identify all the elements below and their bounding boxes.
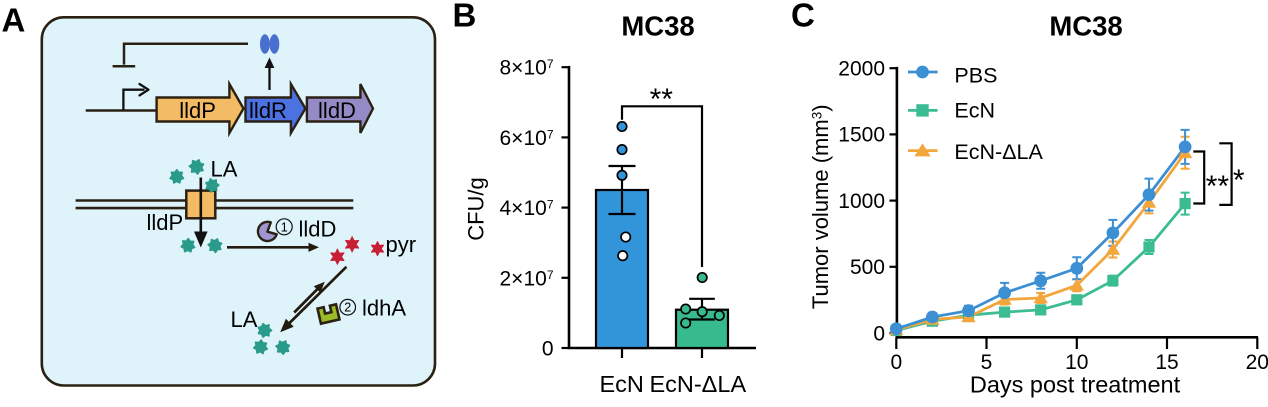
svg-text:EcN: EcN <box>599 371 643 397</box>
svg-text:ldhA: ldhA <box>362 296 406 321</box>
svg-text:LA: LA <box>231 307 258 332</box>
svg-text:lldP: lldP <box>179 98 216 123</box>
svg-text:EcN-ΔLA: EcN-ΔLA <box>649 371 746 397</box>
svg-text:*: * <box>1233 164 1245 197</box>
svg-text:**: ** <box>1206 170 1230 203</box>
svg-text:0: 0 <box>890 351 902 374</box>
svg-text:EcN-ΔLA: EcN-ΔLA <box>954 140 1043 164</box>
svg-text:lldD: lldD <box>318 98 356 123</box>
svg-text:10: 10 <box>1065 351 1088 374</box>
svg-text:6×107: 6×107 <box>500 127 554 150</box>
svg-text:PBS: PBS <box>954 63 997 87</box>
svg-text:lldR: lldR <box>249 98 287 123</box>
svg-text:8×107: 8×107 <box>500 57 554 80</box>
svg-text:A: A <box>2 1 26 38</box>
svg-text:**: ** <box>650 83 674 116</box>
svg-text:lldP: lldP <box>147 210 184 235</box>
svg-text:5: 5 <box>981 351 993 374</box>
svg-text:lldD: lldD <box>299 217 337 242</box>
svg-text:Tumor volume (mm3): Tumor volume (mm3) <box>808 104 833 309</box>
svg-text:4×107: 4×107 <box>500 197 554 220</box>
svg-text:500: 500 <box>850 256 885 279</box>
svg-text:MC38: MC38 <box>1049 11 1122 42</box>
svg-text:B: B <box>453 0 477 34</box>
svg-text:MC38: MC38 <box>621 11 694 42</box>
svg-text:2×107: 2×107 <box>500 267 554 290</box>
svg-text:20: 20 <box>1246 351 1268 374</box>
svg-text:C: C <box>791 0 815 34</box>
svg-text:1000: 1000 <box>838 190 885 213</box>
svg-text:1: 1 <box>281 220 288 234</box>
svg-text:Days post treatment: Days post treatment <box>970 372 1181 398</box>
svg-text:2000: 2000 <box>838 58 885 81</box>
svg-text:2: 2 <box>344 301 351 315</box>
svg-text:0: 0 <box>542 338 554 361</box>
svg-text:15: 15 <box>1155 351 1178 374</box>
svg-text:EcN: EcN <box>954 99 995 123</box>
svg-text:LA: LA <box>211 157 238 182</box>
svg-text:1500: 1500 <box>838 124 885 147</box>
svg-text:0: 0 <box>873 322 885 345</box>
svg-text:pyr: pyr <box>386 232 417 257</box>
svg-text:CFU/g: CFU/g <box>463 177 488 241</box>
